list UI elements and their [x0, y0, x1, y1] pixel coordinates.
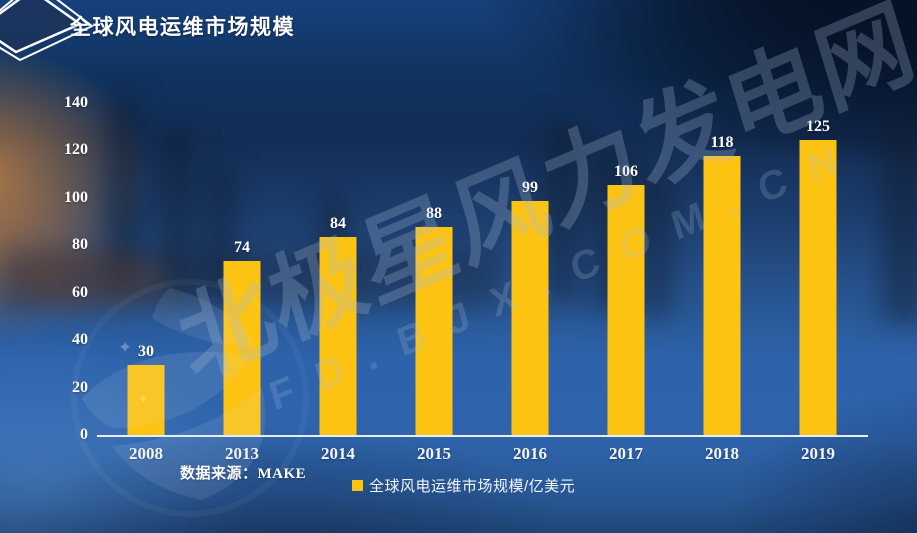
- y-tick-label: 140: [64, 94, 88, 111]
- bar-value-label: 99: [522, 179, 538, 196]
- bar: [127, 365, 165, 436]
- y-tick-label: 20: [72, 378, 88, 396]
- x-tick-label: 2013: [225, 444, 259, 463]
- bar-value-label: 30: [138, 343, 154, 360]
- bar-value-label: 74: [234, 239, 250, 256]
- bar-column: 74: [194, 104, 290, 436]
- x-tick-label: 2014: [321, 444, 355, 463]
- slide-corner-logo-icon: [0, 0, 94, 62]
- x-axis-labels: 2008 2013 2014 2015 2016 2017 2018 2019: [98, 444, 866, 464]
- bar-value-label: 84: [330, 215, 346, 232]
- bar-column: 99: [482, 104, 578, 436]
- x-axis-line: [97, 435, 868, 437]
- bar-value-label: 118: [710, 134, 734, 151]
- page-title: 全球风电运维市场规模: [70, 16, 295, 39]
- y-tick-label: 100: [64, 188, 88, 206]
- legend-swatch-icon: [352, 480, 363, 491]
- legend-label: 全球风电运维市场规模/亿美元: [369, 478, 576, 495]
- bar-column: 30: [98, 104, 194, 436]
- bar: [799, 140, 837, 436]
- legend: 全球风电运维市场规模/亿美元: [352, 475, 575, 496]
- bar-column: 106: [578, 104, 674, 436]
- bar-column: 118: [674, 104, 770, 436]
- y-axis-labels: 0 20 40 60 80 100 120 140: [28, 0, 88, 533]
- x-tick-label: 2019: [801, 444, 835, 463]
- bar-value-label: 88: [426, 205, 442, 222]
- city-tower: [882, 108, 917, 323]
- data-source-note: 数据来源：MAKE: [180, 466, 307, 482]
- bar: [703, 156, 741, 436]
- x-tick-label: 2008: [129, 444, 163, 463]
- bar-value-label: 106: [614, 163, 638, 180]
- y-tick-label: 40: [72, 331, 88, 349]
- bar-column: 125: [770, 104, 866, 436]
- bar-columns: 30 74 84 88 99 106 118 125: [98, 104, 866, 436]
- y-tick-label: 80: [72, 236, 88, 254]
- bar-column: 84: [290, 104, 386, 436]
- x-tick-label: 2016: [513, 444, 547, 463]
- bar: [415, 227, 453, 436]
- bar-value-label: 125: [806, 118, 830, 135]
- bar-plot-area: 30 74 84 88 99 106 118 125: [98, 104, 866, 436]
- bar: [511, 201, 549, 436]
- bar: [319, 237, 357, 436]
- x-tick-label: 2018: [705, 444, 739, 463]
- bar: [223, 261, 261, 436]
- x-tick-label: 2017: [609, 444, 643, 463]
- y-tick-label: 60: [72, 283, 88, 301]
- y-tick-label: 120: [64, 141, 88, 159]
- y-tick-label: 0: [80, 426, 88, 443]
- bar: [607, 185, 645, 436]
- bar-column: 88: [386, 104, 482, 436]
- x-tick-label: 2015: [417, 444, 451, 463]
